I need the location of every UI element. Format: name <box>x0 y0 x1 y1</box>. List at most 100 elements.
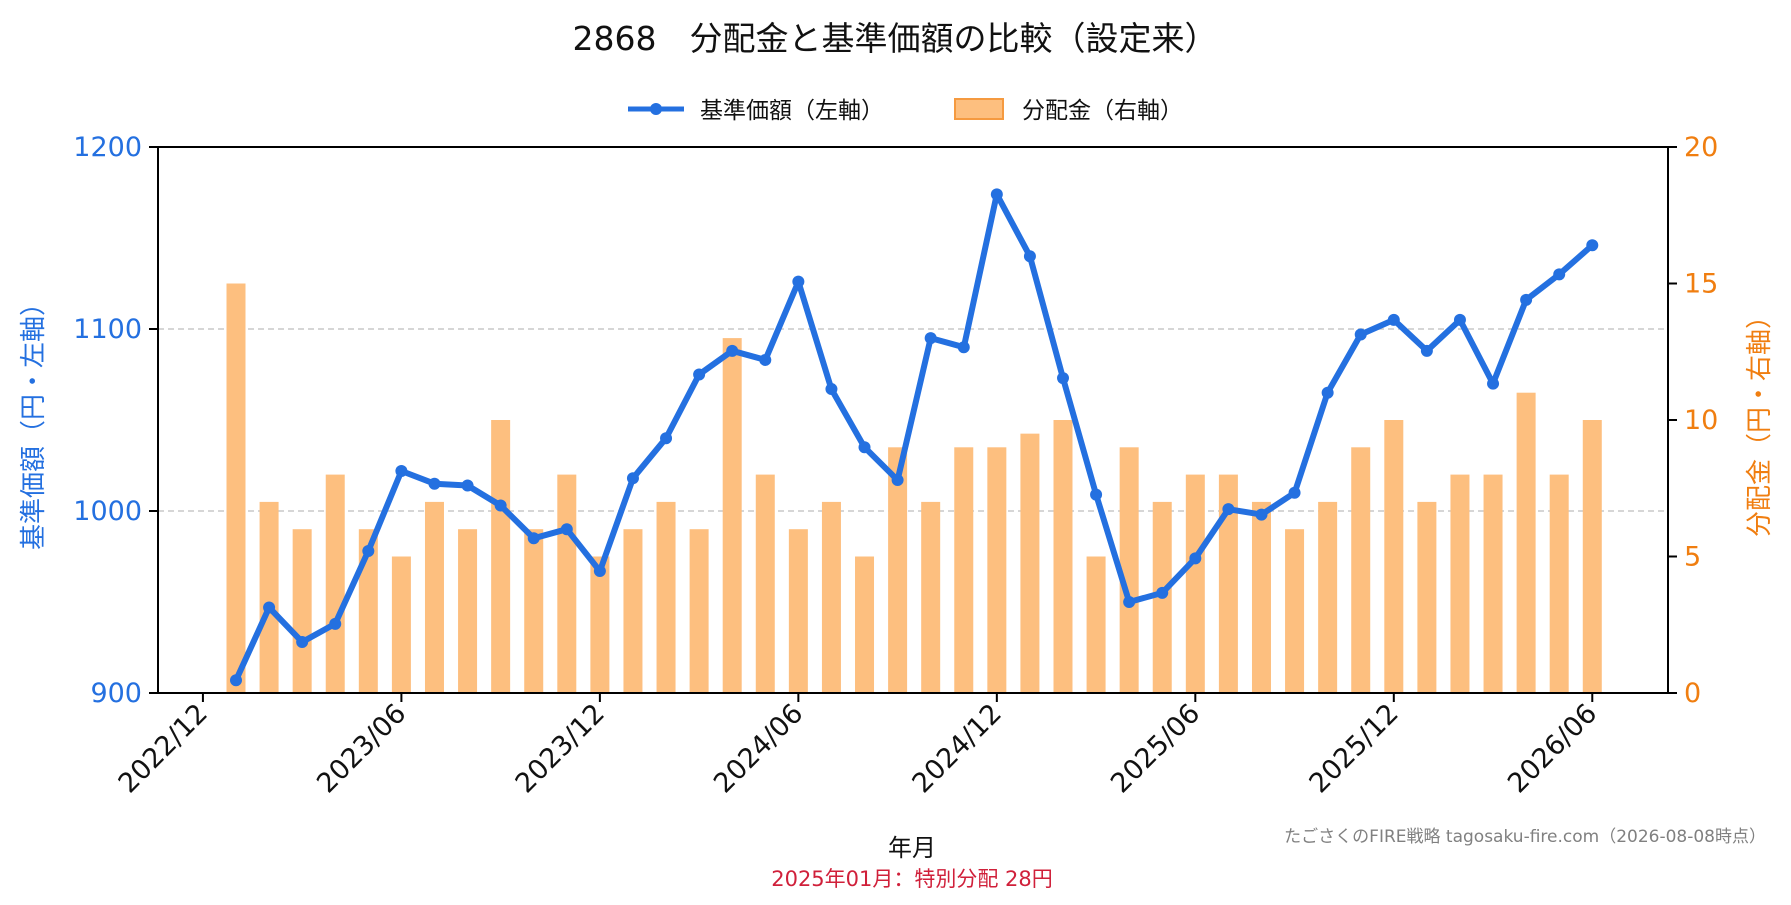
nav-point <box>1586 239 1599 252</box>
distribution-bar <box>491 420 511 693</box>
nav-point <box>858 441 871 454</box>
distribution-bar <box>590 556 610 693</box>
distribution-bar <box>689 529 709 693</box>
x-axis-label: 年月 <box>888 834 936 862</box>
distribution-bar <box>557 474 577 693</box>
distribution-bar <box>722 338 742 693</box>
nav-point <box>957 341 970 354</box>
distribution-bar <box>1285 529 1305 693</box>
right-tick-label: 15 <box>1684 269 1718 300</box>
nav-point <box>1023 250 1036 263</box>
x-tick-label: 2025/06 <box>1105 698 1206 799</box>
distribution-bar <box>821 501 841 693</box>
distribution-bar <box>1450 474 1470 693</box>
nav-point <box>660 432 673 445</box>
nav-point <box>891 474 904 487</box>
distribution-bar <box>292 529 312 693</box>
grid <box>158 328 1668 512</box>
distribution-bar <box>788 529 808 693</box>
nav-point <box>1321 386 1334 399</box>
x-tick-label: 2024/12 <box>907 698 1008 799</box>
distribution-bar <box>888 447 908 693</box>
left-axis-label: 基準価額（円・左軸） <box>19 290 49 550</box>
distribution-bar <box>1218 474 1238 693</box>
distribution-bar <box>1119 447 1139 693</box>
nav-point <box>1090 488 1103 501</box>
distribution-bar <box>623 529 643 693</box>
nav-point <box>1189 552 1202 565</box>
distribution-bar <box>226 283 246 693</box>
distribution-bar <box>954 447 974 693</box>
left-tick-label: 1000 <box>73 496 142 527</box>
nav-point <box>1222 503 1235 516</box>
right-tick-label: 5 <box>1684 542 1701 573</box>
nav-point <box>428 477 441 490</box>
nav-point <box>990 188 1003 201</box>
nav-point <box>593 565 606 578</box>
legend-line-marker <box>650 103 662 115</box>
nav-point <box>527 532 540 545</box>
distribution-bar <box>1351 447 1371 693</box>
source-note: たごさくのFIRE戦略 tagosaku-fire.com（2026-08-08… <box>1284 827 1766 847</box>
distribution-bar <box>656 501 676 693</box>
nav-point <box>693 368 706 381</box>
distribution-bar <box>358 529 378 693</box>
legend: 基準価額（左軸） 分配金（右軸） <box>628 98 1183 124</box>
right-axis-label: 分配金（円・右軸） <box>1745 303 1775 537</box>
distribution-bar <box>921 501 941 693</box>
x-tick-label: 2025/12 <box>1304 698 1405 799</box>
distribution-bar <box>524 529 544 693</box>
distribution-bar <box>855 556 875 693</box>
right-axis-ticks: 0 5 10 15 20 <box>1668 132 1718 709</box>
right-tick-label: 10 <box>1684 405 1718 436</box>
nav-point <box>230 674 242 687</box>
nav-point <box>1420 344 1433 357</box>
left-axis-ticks: 900 1000 1100 1200 <box>73 132 158 709</box>
nav-point <box>395 464 408 477</box>
distribution-bar <box>1516 392 1536 693</box>
distribution-bar <box>1020 433 1040 693</box>
x-tick-label: 2023/06 <box>311 698 412 799</box>
legend-bar-swatch <box>954 98 1004 120</box>
nav-point <box>494 499 507 512</box>
nav-point <box>924 332 937 345</box>
distribution-bar <box>1251 501 1271 693</box>
nav-point <box>1288 486 1301 499</box>
right-tick-label: 0 <box>1684 678 1701 709</box>
left-tick-label: 1100 <box>73 314 142 345</box>
distribution-bar <box>987 447 1007 693</box>
nav-point <box>1057 372 1069 385</box>
nav-line <box>230 188 1599 687</box>
distribution-bar <box>755 474 775 693</box>
chart-title: 2868 分配金と基準価額の比較（設定来） <box>573 19 1218 58</box>
x-axis-ticks: 2022/12 2023/06 2023/12 2024/06 2024/12 2025/… <box>113 693 1603 799</box>
distribution-bar <box>458 529 478 693</box>
distribution-bar <box>1185 474 1205 693</box>
distribution-bar <box>391 556 411 693</box>
distribution-bar <box>1318 501 1338 693</box>
nav-point <box>1453 313 1466 326</box>
x-tick-label: 2024/06 <box>708 698 809 799</box>
right-tick-label: 20 <box>1684 132 1718 163</box>
nav-point <box>1255 508 1268 521</box>
nav-point <box>329 617 342 630</box>
special-distribution-note: 2025年01月：特別分配 28円 <box>771 867 1053 891</box>
nav-point <box>296 636 309 649</box>
distribution-bar <box>259 501 279 693</box>
nav-point <box>1156 586 1169 599</box>
nav-point <box>1553 268 1566 281</box>
legend-line-label: 基準価額（左軸） <box>700 98 884 124</box>
nav-point <box>1354 328 1367 341</box>
nav-point <box>1123 596 1136 608</box>
nav-point <box>1520 293 1533 306</box>
nav-point <box>1487 377 1500 390</box>
nav-point <box>726 344 739 357</box>
nav-point <box>461 479 474 492</box>
distribution-bar <box>1086 556 1106 693</box>
left-tick-label: 1200 <box>73 132 142 163</box>
distribution-bar <box>325 474 345 693</box>
distribution-bar <box>1582 420 1602 693</box>
nav-point <box>1387 313 1400 326</box>
distribution-bar <box>1483 474 1503 693</box>
nav-point <box>759 353 772 366</box>
